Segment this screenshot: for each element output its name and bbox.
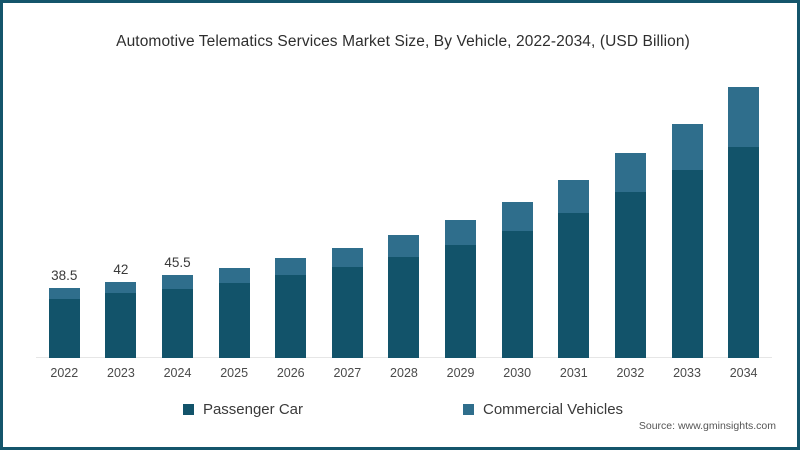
bar-value-label: 45.5	[164, 255, 191, 271]
bar-segment-commercial-vehicles[interactable]	[105, 281, 137, 294]
bar-slot	[432, 76, 489, 358]
bar-slot	[602, 76, 659, 358]
bar-segment-passenger-car[interactable]	[48, 298, 80, 358]
bar-segment-commercial-vehicles[interactable]	[388, 235, 420, 258]
bar-slot	[376, 76, 433, 358]
stacked-bar[interactable]	[331, 247, 363, 358]
x-axis-tick-2022: 2022	[50, 366, 79, 380]
legend-label: Commercial Vehicles	[483, 401, 624, 418]
bar-segment-passenger-car[interactable]	[445, 245, 477, 358]
bar-slot	[545, 76, 602, 358]
stacked-bar[interactable]	[614, 153, 646, 358]
legend-swatch-icon	[182, 404, 194, 415]
bar-segment-passenger-car[interactable]	[671, 169, 703, 358]
bar-slot: 42	[93, 76, 150, 358]
x-axis-tick-2027: 2027	[333, 366, 362, 380]
bar-slot: 45.5	[149, 76, 206, 358]
bar-segment-commercial-vehicles[interactable]	[162, 275, 194, 289]
bar-segment-commercial-vehicles[interactable]	[728, 86, 760, 147]
legend-label: Passenger Car	[202, 401, 303, 418]
bar-segment-commercial-vehicles[interactable]	[501, 201, 533, 231]
x-axis-tick-2032: 2032	[616, 366, 645, 380]
bar-slot	[319, 76, 376, 358]
bar-segment-commercial-vehicles[interactable]	[614, 153, 646, 193]
bar-slot	[715, 76, 772, 358]
bar-slot	[206, 76, 263, 358]
x-axis-tick-labels: 2022 2023 2024 2025 2026 2027 2028 2029 2030 2031…	[36, 366, 772, 380]
legend-item-passenger-car[interactable]: Passenger Car	[182, 401, 303, 418]
bar-segment-commercial-vehicles[interactable]	[218, 267, 250, 283]
bar-segment-passenger-car[interactable]	[162, 288, 194, 358]
bar-segment-commercial-vehicles[interactable]	[48, 287, 80, 299]
stacked-bar[interactable]	[48, 287, 80, 358]
x-axis-tick-2023: 2023	[107, 366, 135, 380]
bar-slot	[262, 76, 319, 358]
stacked-bar[interactable]	[388, 235, 420, 358]
bar-segment-passenger-car[interactable]	[388, 257, 420, 358]
bar-value-label: 42	[113, 261, 129, 277]
stacked-bar[interactable]	[501, 201, 533, 358]
source-attribution: Source: www.gminsights.com	[638, 420, 776, 432]
bar-segment-passenger-car[interactable]	[501, 230, 533, 358]
stacked-bar[interactable]	[671, 124, 703, 358]
chart-inner: Automotive Telematics Services Market Si…	[6, 6, 794, 444]
x-axis-tick-2030: 2030	[503, 366, 532, 380]
bar-slot	[489, 76, 546, 358]
stacked-bar[interactable]	[105, 281, 137, 358]
bar-segment-passenger-car[interactable]	[218, 282, 250, 358]
bar-segment-passenger-car[interactable]	[728, 146, 760, 358]
bar-segment-passenger-car[interactable]	[331, 267, 363, 358]
stacked-bar[interactable]	[162, 275, 194, 358]
x-axis-tick-2033: 2033	[673, 366, 701, 380]
page-title: Automotive Telematics Services Market Si…	[116, 33, 690, 50]
bar-slot: 38.5	[36, 76, 93, 358]
bar-slot	[659, 76, 716, 358]
bar-segment-passenger-car[interactable]	[105, 293, 137, 358]
bar-segment-commercial-vehicles[interactable]	[275, 258, 307, 276]
x-axis-tick-2029: 2029	[446, 366, 475, 380]
legend-swatch-icon	[463, 404, 474, 415]
bar-segment-passenger-car[interactable]	[558, 213, 590, 358]
bar-segment-commercial-vehicles[interactable]	[671, 124, 703, 170]
bar-segment-passenger-car[interactable]	[614, 192, 646, 358]
x-axis-tick-2024: 2024	[163, 366, 192, 380]
x-axis-tick-2031: 2031	[559, 366, 588, 380]
stacked-bar[interactable]	[275, 258, 307, 358]
bar-segment-passenger-car[interactable]	[275, 275, 307, 358]
stacked-bar[interactable]	[728, 86, 760, 358]
stacked-bar[interactable]	[558, 179, 590, 358]
x-axis-tick-2028: 2028	[390, 366, 418, 380]
stacked-bar[interactable]	[218, 267, 250, 358]
bar-series-group: 38.5 42 45.5	[36, 76, 772, 358]
chart-legend: Passenger Car Commercial Vehicles	[6, 401, 797, 418]
x-axis-tick-2026: 2026	[276, 366, 305, 380]
bar-segment-commercial-vehicles[interactable]	[445, 220, 477, 246]
stacked-bar[interactable]	[445, 220, 477, 358]
x-axis-tick-2034: 2034	[729, 366, 758, 380]
legend-item-commercial-vehicles[interactable]: Commercial Vehicles	[463, 401, 623, 418]
bar-segment-commercial-vehicles[interactable]	[331, 247, 363, 268]
bar-value-label: 38.5	[51, 267, 78, 283]
x-axis-tick-2025: 2025	[220, 366, 249, 380]
bar-segment-commercial-vehicles[interactable]	[558, 179, 590, 214]
